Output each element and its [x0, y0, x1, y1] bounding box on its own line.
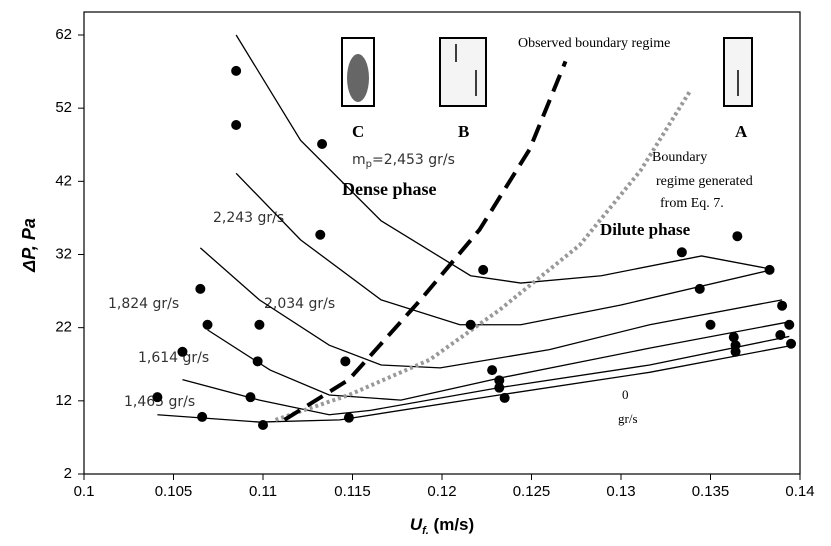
data-point	[728, 332, 739, 343]
curve	[182, 335, 790, 416]
boundary-eq7	[274, 88, 693, 422]
data-point	[494, 382, 505, 393]
data-point	[694, 283, 705, 294]
curve	[235, 34, 772, 284]
mp-label: mp=2,453 gr/s	[352, 152, 455, 170]
y-tick-label: 32	[55, 245, 72, 262]
label-b: B	[458, 122, 469, 141]
y-tick-label: 62	[55, 26, 72, 43]
boundary-observed	[283, 60, 568, 422]
data-point	[258, 419, 268, 430]
data-point	[777, 300, 788, 311]
data-point	[152, 392, 163, 403]
rate-label: 1,614 gr/s	[138, 350, 209, 366]
data-point	[231, 65, 242, 76]
y-tick-label: 52	[55, 99, 72, 116]
y-tick-label: 12	[55, 392, 72, 409]
label-a: A	[735, 122, 748, 141]
data-point	[494, 375, 505, 386]
data-point	[231, 119, 242, 130]
x-axis-label: Uf. (m/s)	[410, 515, 474, 536]
icon-b	[439, 37, 487, 107]
icon-a	[723, 37, 753, 107]
dilute-label: Dilute phase	[600, 220, 691, 239]
rate-label: 1,465 gr/s	[124, 394, 195, 410]
data-point	[732, 231, 743, 242]
data-point	[343, 412, 354, 423]
curve	[157, 344, 793, 423]
icon-c	[341, 37, 375, 107]
rate-label: 1,824 gr/s	[108, 296, 179, 312]
eq7-label: from Eq. 7.	[660, 196, 724, 211]
data-point	[775, 329, 786, 340]
data-point	[478, 264, 489, 275]
x-tick-label: 0.12	[427, 483, 456, 500]
data-point	[784, 319, 795, 330]
x-tick-label: 0.13	[606, 483, 635, 500]
x-tick-label: 0.115	[334, 483, 370, 500]
data-point	[202, 319, 213, 330]
data-point	[197, 411, 208, 422]
data-point	[315, 229, 326, 240]
data-point	[254, 319, 265, 330]
data-point	[177, 346, 188, 357]
zero-label: gr/s	[618, 411, 638, 426]
curve	[207, 321, 790, 401]
data-point	[730, 346, 741, 357]
data-point	[764, 264, 775, 275]
curve	[235, 172, 772, 326]
data-point	[252, 356, 263, 367]
observed-label: Observed boundary regime	[518, 36, 670, 51]
data-point	[487, 365, 498, 376]
eq7-label: Boundary	[652, 150, 707, 165]
data-point	[317, 139, 328, 150]
rate-label: 2,243 gr/s	[213, 210, 284, 226]
x-tick-label: 0.105	[155, 483, 193, 500]
x-tick-label: 0.1	[74, 483, 95, 500]
data-point	[786, 338, 797, 349]
dense-label: Dense phase	[342, 179, 437, 199]
data-point	[465, 319, 476, 330]
y-tick-label: 22	[55, 319, 72, 336]
data-point	[245, 392, 256, 403]
data-point	[195, 283, 206, 294]
y-axis-label: ΔP, Pa	[19, 218, 39, 273]
data-point	[676, 247, 687, 258]
data-point	[705, 319, 716, 330]
data-point	[340, 356, 351, 367]
x-tick-label: 0.125	[513, 483, 551, 500]
label-c: C	[352, 122, 364, 141]
x-tick-label: 0.14	[785, 483, 814, 500]
y-tick-label: 42	[55, 172, 72, 189]
eq7-label: regime generated	[656, 174, 753, 189]
y-tick-label: 2	[64, 465, 72, 482]
zero-label: 0	[622, 387, 629, 402]
x-tick-label: 0.11	[249, 483, 277, 500]
data-point	[499, 392, 510, 403]
x-tick-label: 0.135	[692, 483, 730, 500]
rate-label: 2,034 gr/s	[264, 296, 335, 312]
